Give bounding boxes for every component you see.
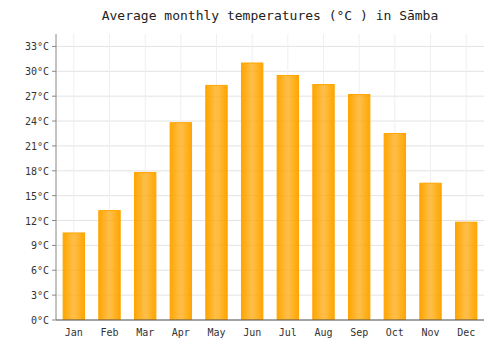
y-tick-label: 15°C (25, 191, 49, 202)
y-tick-label: 3°C (31, 290, 49, 301)
y-tick-label: 24°C (25, 116, 49, 127)
y-grid-line (56, 145, 484, 146)
y-tick (52, 320, 56, 321)
bar (420, 183, 441, 320)
y-grid-line (56, 46, 484, 47)
y-grid-line (56, 96, 484, 97)
bar (206, 85, 227, 320)
y-tick-label: 27°C (25, 91, 49, 102)
bar (384, 133, 405, 320)
x-tick-label: Nov (421, 327, 439, 338)
x-tick-label: Jan (65, 327, 83, 338)
y-tick (52, 220, 56, 221)
y-tick-label: 30°C (25, 66, 49, 77)
bar (63, 233, 84, 320)
bar (134, 172, 155, 320)
x-tick-label: Sep (350, 327, 368, 338)
y-tick-label: 12°C (25, 216, 49, 227)
y-tick (52, 295, 56, 296)
bars (63, 63, 477, 320)
title: Average monthly temperatures (°C ) in Sā… (102, 8, 439, 23)
y-tick (52, 145, 56, 146)
x-tick-label: Mar (136, 327, 154, 338)
bar (99, 211, 120, 320)
x-tick-label: Apr (172, 327, 190, 338)
y-tick-label: 33°C (25, 41, 49, 52)
x-tick-label: Feb (100, 327, 118, 338)
axes: 0°C 3°C 6°C 9°C 12°C 15°C 18°C 21°C 24°C 27°C 30°C… (25, 34, 484, 338)
y-tick (52, 245, 56, 246)
x-tick-label: Oct (386, 327, 404, 338)
x-tick-label: Jun (243, 327, 261, 338)
grid (56, 34, 484, 320)
bar (170, 123, 191, 320)
x-tick-label: Jul (279, 327, 297, 338)
y-grid-line (56, 170, 484, 171)
y-tick-label: 6°C (31, 265, 49, 276)
y-tick-label: 0°C (31, 315, 49, 326)
y-grid-line (56, 121, 484, 122)
y-tick (52, 71, 56, 72)
y-grid-line (56, 320, 484, 321)
y-tick (52, 270, 56, 271)
bar (348, 95, 369, 320)
y-tick (52, 121, 56, 122)
bar (313, 85, 334, 320)
y-axis-line (56, 34, 57, 320)
y-tick-label: 21°C (25, 141, 49, 152)
x-tick-label: Aug (314, 327, 332, 338)
bar (455, 222, 476, 320)
x-axis-line (56, 320, 484, 321)
y-tick-label: 18°C (25, 166, 49, 177)
y-tick (52, 170, 56, 171)
x-tick-label: May (207, 327, 225, 338)
y-tick (52, 195, 56, 196)
y-grid-line (56, 71, 484, 72)
chart-container: Average monthly temperatures (°C ) in Sā… (0, 0, 500, 350)
bar (277, 75, 298, 320)
x-tick-label: Dec (457, 327, 475, 338)
bar (241, 63, 262, 320)
y-tick-label: 9°C (31, 240, 49, 251)
y-tick (52, 96, 56, 97)
y-tick (52, 46, 56, 47)
chart: Average monthly temperatures (°C ) in Sā… (0, 0, 500, 350)
